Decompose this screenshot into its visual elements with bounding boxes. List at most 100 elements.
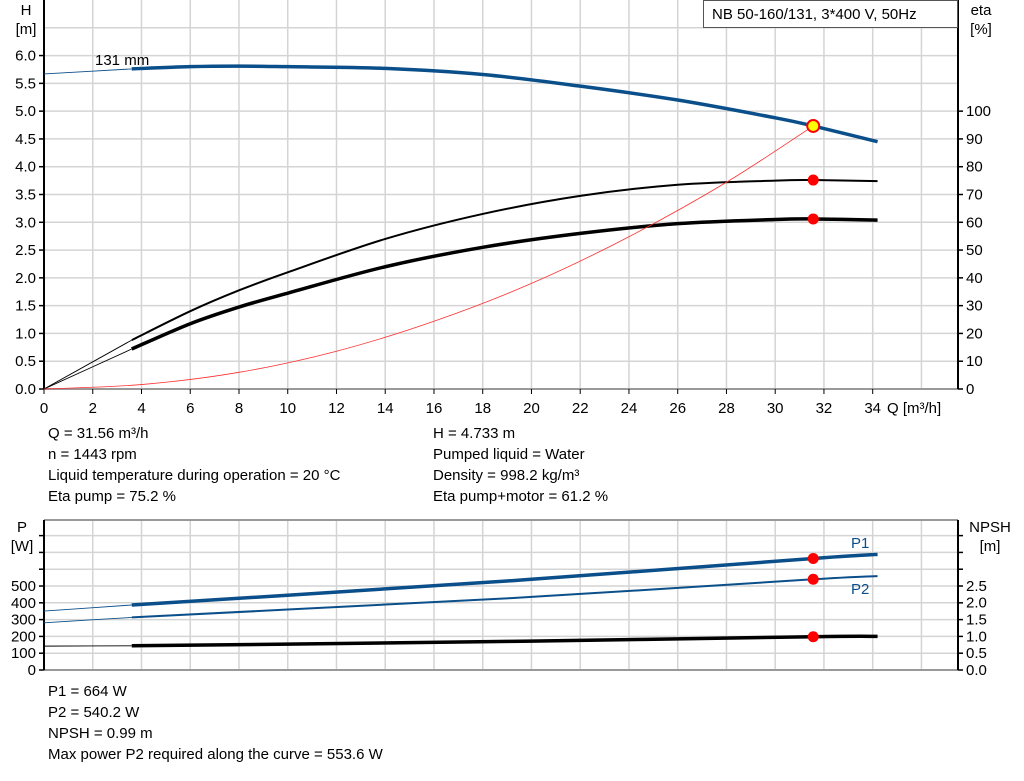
x-tick-label: 22 <box>572 400 589 417</box>
curves <box>43 64 878 648</box>
eta-tick-label: 20 <box>966 325 983 342</box>
x-tick-label: 18 <box>474 400 491 417</box>
q-axis-title: Q [m³/h] <box>887 400 941 417</box>
p2-duty-point <box>807 573 819 585</box>
x-tick-label: 30 <box>767 400 784 417</box>
info-max-p2: Max power P2 required along the curve = … <box>48 746 383 763</box>
x-tick-label: 34 <box>864 400 881 417</box>
npsh-tick-label: 2.5 <box>966 578 987 595</box>
h-tick-label: 0.0 <box>15 381 36 398</box>
eta-tick-label: 50 <box>966 242 983 259</box>
info-density: Density = 998.2 kg/m³ <box>433 467 580 484</box>
head-duty-point <box>806 118 821 133</box>
head-curve-below-min-flow <box>43 68 132 75</box>
eta-tick-label: 60 <box>966 214 983 231</box>
h-tick-label: 4.0 <box>15 159 36 176</box>
npsh-tick-label: 0.5 <box>966 645 987 662</box>
p-tick-label: 400 <box>11 595 36 612</box>
eta_pump_motor-duty-point <box>807 213 819 225</box>
x-tick-label: 10 <box>279 400 296 417</box>
npsh-axis-title: NPSH <box>969 519 1011 536</box>
info-eta-pump: Eta pump = 75.2 % <box>48 488 176 505</box>
p-tick-label: 500 <box>11 578 36 595</box>
info-npsh: NPSH = 0.99 m <box>48 725 153 742</box>
info-left-top: Q = 31.56 m³/h n = 1443 rpm Liquid tempe… <box>48 423 340 507</box>
x-tick-label: 14 <box>377 400 394 417</box>
h-tick-label: 1.5 <box>15 298 36 315</box>
p2-curve-below-min-flow <box>43 616 132 624</box>
h-tick-label: 2.0 <box>15 270 36 287</box>
p1-duty-point <box>807 552 819 564</box>
eta-tick-label: 10 <box>966 353 983 370</box>
x-tick-label: 12 <box>328 400 345 417</box>
x-tick-label: 32 <box>816 400 833 417</box>
npsh-duty-point <box>807 631 819 643</box>
x-tick-label: 4 <box>137 400 145 417</box>
eta-axis-title: eta <box>971 2 993 19</box>
p1-label: P1 <box>851 535 869 552</box>
info-n: n = 1443 rpm <box>48 446 137 463</box>
x-tick-label: 6 <box>186 400 194 417</box>
npsh-curve <box>131 634 878 648</box>
p1-curve-below-min-flow <box>43 604 132 612</box>
h-tick-label: 0.5 <box>15 353 36 370</box>
eta_pump_motor-curve <box>131 217 878 351</box>
p-axis-title: P <box>17 519 27 536</box>
x-tick-label: 20 <box>523 400 540 417</box>
h-tick-label: 4.5 <box>15 131 36 148</box>
info-p2: P2 = 540.2 W <box>48 704 140 721</box>
eta-tick-label: 40 <box>966 270 983 287</box>
npsh-tick-label: 0.0 <box>966 662 987 679</box>
h-tick-label: 6.0 <box>15 48 36 65</box>
h-tick-label: 5.0 <box>15 103 36 120</box>
h-axis-title: H <box>21 2 32 19</box>
x-tick-label: 26 <box>669 400 686 417</box>
x-tick-label: 8 <box>235 400 243 417</box>
h-tick-label: 1.0 <box>15 325 36 342</box>
npsh-tick-label: 1.0 <box>966 628 987 645</box>
x-tick-label: 16 <box>426 400 443 417</box>
info-h: H = 4.733 m <box>433 425 516 442</box>
axis-labels: H [m] eta [%] Q [m³/h] 131 mm P [W] NPSH… <box>11 2 1011 598</box>
info-eta-pump-motor: Eta pump+motor = 61.2 % <box>433 488 609 505</box>
eta_pump-curve-below-min-flow <box>43 339 132 390</box>
x-tick-label: 24 <box>621 400 638 417</box>
h-tick-label: 5.5 <box>15 75 36 92</box>
curve-label-131mm: 131 mm <box>95 52 149 69</box>
top-grid <box>44 0 958 389</box>
eta-tick-label: 30 <box>966 298 983 315</box>
eta_pump-curve <box>131 178 878 341</box>
eta-tick-label: 0 <box>966 381 974 398</box>
h-tick-label: 3.5 <box>15 187 36 204</box>
x-tick-label: 2 <box>89 400 97 417</box>
h-tick-label: 3.0 <box>15 214 36 231</box>
eta-tick-label: 100 <box>966 103 991 120</box>
x-tick-label: 28 <box>718 400 735 417</box>
x-tick-label: 0 <box>40 400 48 417</box>
info-right-top: H = 4.733 m Pumped liquid = Water Densit… <box>433 423 608 507</box>
axes: 0 2 4 6 8 10 12 14 16 18 20 22 24 26 28 30 32 340.00.51.0… <box>11 0 991 679</box>
p-tick-label: 300 <box>11 612 36 629</box>
eta_pump_motor-curve-below-min-flow <box>43 348 132 390</box>
p-tick-label: 100 <box>11 645 36 662</box>
p2-label: P2 <box>851 581 869 598</box>
h-tick-label: 2.5 <box>15 242 36 259</box>
p-tick-label: 0 <box>28 662 36 679</box>
p1-curve <box>131 552 878 607</box>
info-liquid: Pumped liquid = Water <box>433 446 585 463</box>
system-curve <box>43 125 814 390</box>
p-axis-unit: [W] <box>11 538 34 555</box>
eta_pump-duty-point <box>807 174 819 186</box>
npsh-axis-unit: [m] <box>980 538 1001 555</box>
info-p1: P1 = 664 W <box>48 683 127 700</box>
head-curve <box>131 64 878 144</box>
p-tick-label: 200 <box>11 628 36 645</box>
eta-tick-label: 80 <box>966 159 983 176</box>
h-axis-unit: [m] <box>16 21 37 38</box>
info-q: Q = 31.56 m³/h <box>48 425 149 442</box>
bottom-grid <box>44 520 958 670</box>
info-temp: Liquid temperature during operation = 20… <box>48 467 341 484</box>
eta-axis-unit: [%] <box>970 21 992 38</box>
pump-model-box: NB 50-160/131, 3*400 V, 50Hz <box>703 0 958 28</box>
